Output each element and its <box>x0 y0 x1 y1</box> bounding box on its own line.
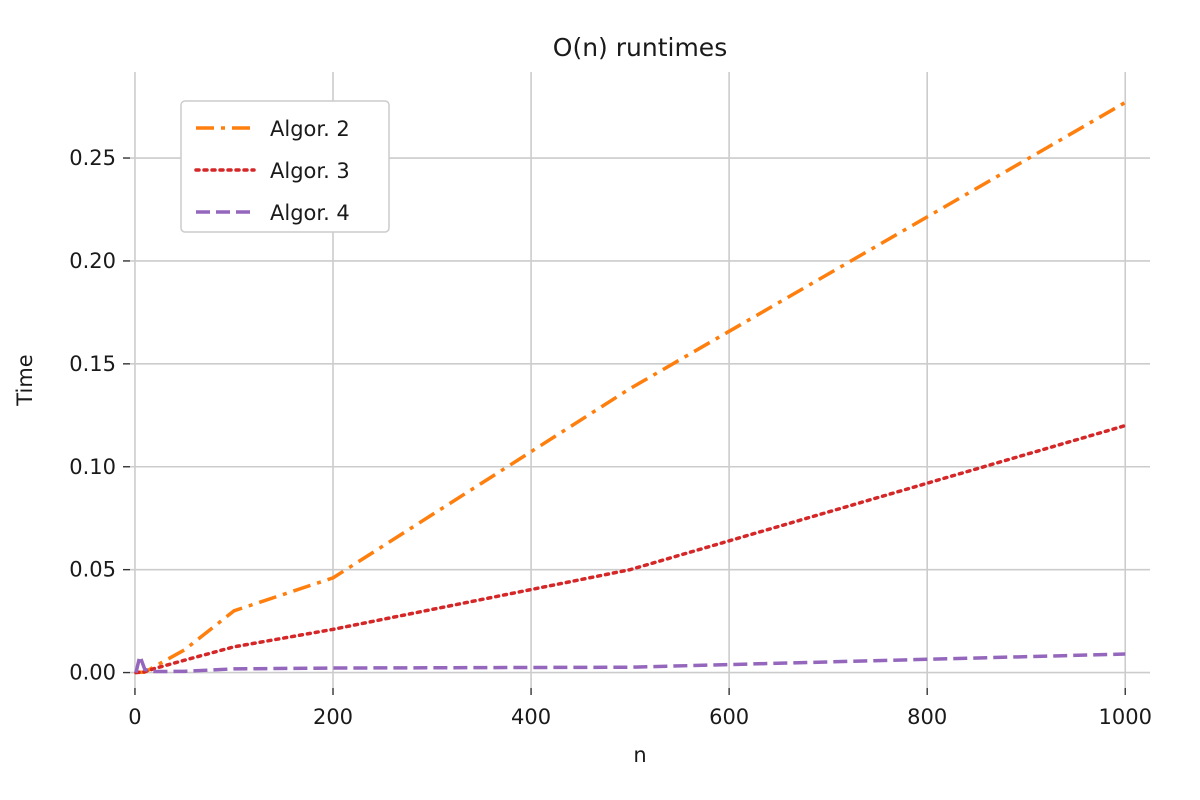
x-tick-label: 400 <box>511 705 551 729</box>
x-axis-title: n <box>633 743 646 767</box>
chart-title: O(n) runtimes <box>553 33 727 62</box>
y-axis-title: Time <box>13 354 37 406</box>
y-tick-label: 0.00 <box>69 661 116 685</box>
x-tick-label: 1000 <box>1099 705 1152 729</box>
x-tick-label: 0 <box>128 705 141 729</box>
legend-label: Algor. 4 <box>270 201 350 225</box>
axis-ticks: 0 200 400 600 800 1000 0.00 0.05 0.10 0.15 0.20 0.2… <box>69 146 1152 729</box>
y-tick-label: 0.15 <box>69 352 116 376</box>
legend-label: Algor. 2 <box>270 117 350 141</box>
series-lines <box>134 100 1127 675</box>
x-tick-label: 600 <box>709 705 749 729</box>
legend-box <box>180 100 390 233</box>
y-tick-label: 0.25 <box>69 146 116 170</box>
legend-label: Algor. 3 <box>270 159 350 183</box>
x-tick-label: 800 <box>907 705 947 729</box>
x-tick-label: 200 <box>313 705 353 729</box>
legend: Algor. 2 Algor. 3 Algor. 4 <box>180 100 390 233</box>
y-tick-label: 0.10 <box>69 455 116 479</box>
y-tick-label: 0.20 <box>69 249 116 273</box>
series-line-2 <box>134 423 1127 675</box>
series-line-3 <box>134 652 1126 674</box>
y-tick-label: 0.05 <box>69 558 116 582</box>
